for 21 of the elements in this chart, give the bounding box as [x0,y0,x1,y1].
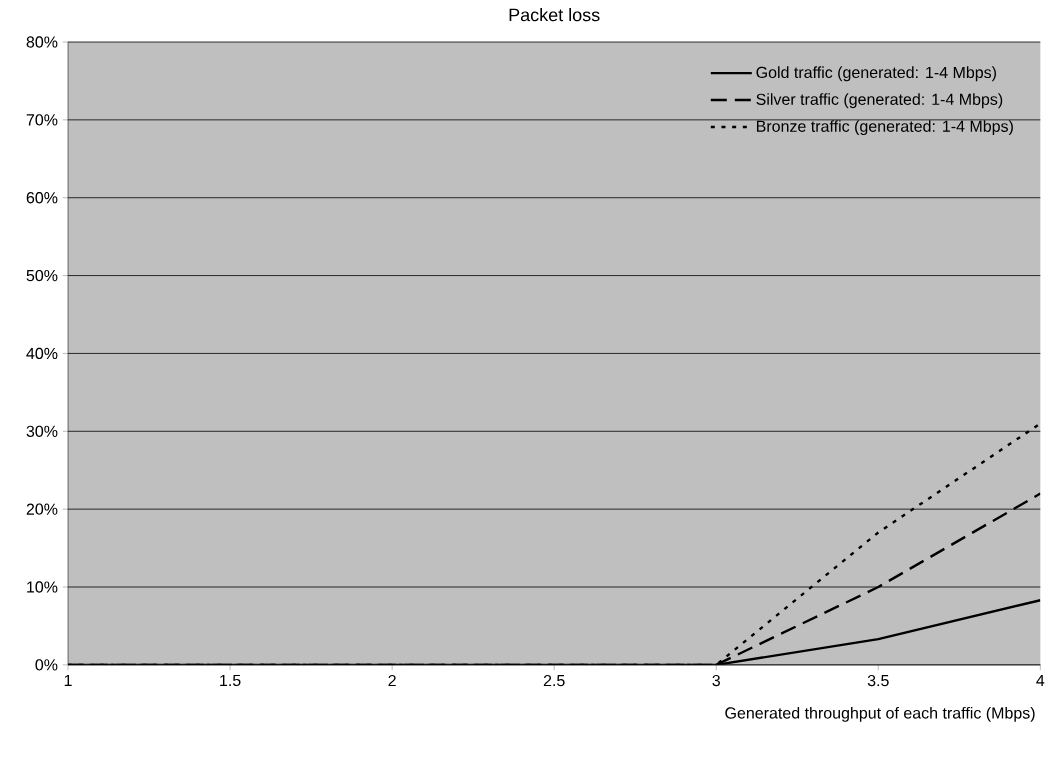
x-tick-label: 1.5 [220,674,241,687]
y-tick-label: 50% [26,269,58,282]
y-tick-label: 60% [26,192,58,204]
y-tick-label: 30% [26,425,58,437]
x-tick-label: 1 [64,674,72,686]
legend-label: Bronze traffic (generated: 1-4 Mbps) [756,120,1013,136]
legend-label: Gold traffic (generated: 1-4 Mbps) [756,66,996,82]
y-tick-label: 20% [26,503,58,515]
x-tick-label: 3.5 [867,674,889,687]
chart-title: Packet loss [509,8,600,22]
x-tick-label: 3 [712,674,720,687]
x-tick-label: 2 [388,674,396,687]
y-tick-label: 80% [26,36,58,48]
y-tick-label: 0% [35,659,58,671]
legend-label: Silver traffic (generated: 1-4 Mbps) [756,93,1003,109]
y-tick-label: 10% [27,581,58,593]
x-tick-label: 2.5 [543,674,565,687]
x-axis-title: Generated throughput of each traffic (Mbps) [725,706,1035,722]
y-tick-label: 70% [26,114,58,126]
x-tick-label: 4 [1036,674,1045,686]
y-tick-label: 40% [26,347,58,360]
